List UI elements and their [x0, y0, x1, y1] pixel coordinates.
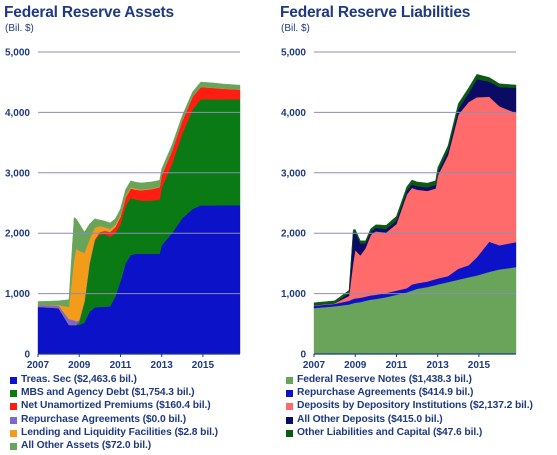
assets-legend-swatch [10, 390, 17, 398]
assets-legend-swatch [10, 416, 17, 424]
assets-chart-units: (Bil. $) [5, 23, 34, 34]
assets-x-tick-label: 2011 [110, 360, 132, 371]
liabilities-area-other-liab [313, 74, 517, 306]
liabilities-chart: 0 1,000 2,000 3,000 4,000 5,000 2007 2009 2011 20… [281, 48, 517, 371]
liabilities-legend-label: Deposits by Depository Institutions ($2,… [297, 400, 533, 412]
assets-y-tick-label: 4,000 [5, 108, 30, 119]
assets-area-other [37, 81, 241, 308]
assets-legend-swatch [10, 403, 17, 411]
assets-legend-label: Net Unamortized Premiums ($160.4 bil.) [21, 400, 211, 412]
liabilities-chart-title: Federal Reserve Liabilities [280, 4, 471, 21]
assets-legend-label: MBS and Agency Debt ($1,754.3 bil.) [21, 387, 195, 399]
assets-y-tick-label: 2,000 [5, 229, 30, 240]
assets-panel: Federal Reserve Assets (Bil. $) 0 1,000 2,… [0, 0, 278, 455]
liabilities-chart-units: (Bil. $) [281, 23, 310, 34]
liabilities-y-tick-label: 2,000 [281, 229, 306, 240]
liabilities-x-tick-label: 2009 [344, 360, 367, 371]
liabilities-y-tick-label: 1,000 [281, 289, 306, 300]
assets-y-tick-label: 3,000 [5, 168, 30, 179]
assets-legend-swatch [10, 377, 17, 384]
liabilities-x-tick-label: 2013 [427, 360, 450, 371]
assets-chart: 0 1,000 2,000 3,000 4,000 5,000 2007 2009 2011 20… [5, 48, 241, 371]
liabilities-legend-label: Repurchase Agreements ($414.9 bil.) [297, 387, 474, 399]
assets-y-tick-label: 5,000 [5, 48, 30, 59]
assets-y-tick-label: 0 [24, 350, 30, 361]
assets-x-tick-label: 2015 [192, 360, 215, 371]
liabilities-legend-swatch [286, 377, 293, 384]
liabilities-panel: Federal Reserve Liabilities (Bil. $) 0 1,… [276, 0, 554, 455]
liabilities-legend-label: Other Liabilities and Capital ($47.6 bil… [297, 426, 483, 438]
liabilities-legend-label: All Other Deposits ($415.0 bil.) [297, 413, 443, 425]
assets-x-tick-label: 2009 [68, 360, 91, 371]
assets-legend-swatch [10, 429, 17, 437]
liabilities-x-tick-label: 2007 [303, 360, 326, 371]
assets-x-tick-label: 2007 [27, 360, 50, 371]
assets-legend-swatch [10, 442, 17, 450]
assets-y-tick-label: 1,000 [5, 289, 30, 300]
liabilities-y-tick-label: 0 [300, 350, 306, 361]
assets-x-tick-label: 2013 [151, 360, 174, 371]
assets-chart-title: Federal Reserve Assets [4, 4, 174, 21]
assets-legend-label: Lending and Liquidity Facilities ($2.8 b… [21, 426, 218, 438]
liabilities-y-tick-label: 3,000 [281, 168, 306, 179]
liabilities-legend-swatch [286, 429, 293, 437]
liabilities-x-tick-label: 2011 [386, 360, 408, 371]
liabilities-legend-swatch [286, 403, 293, 411]
assets-legend-label: All Other Assets ($72.0 bil.) [21, 439, 152, 451]
liabilities-y-tick-label: 4,000 [281, 108, 306, 119]
liabilities-legend-swatch [286, 390, 293, 398]
assets-legend-label: Repurchase Agreements ($0.0 bil.) [21, 413, 187, 425]
liabilities-x-tick-label: 2015 [468, 360, 491, 371]
assets-legend-label: Treas. Sec ($2,463.6 bil.) [21, 374, 137, 385]
liabilities-y-tick-label: 5,000 [281, 48, 306, 59]
liabilities-legend-label: Federal Reserve Notes ($1,438.3 bil.) [297, 374, 472, 385]
liabilities-legend-swatch [286, 416, 293, 424]
